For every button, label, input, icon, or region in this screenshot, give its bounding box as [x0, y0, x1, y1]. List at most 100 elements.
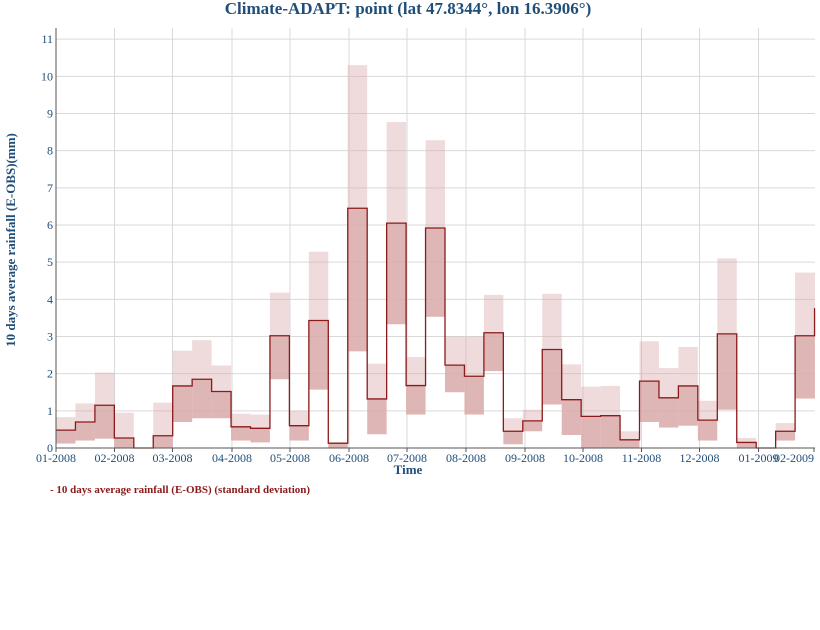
y-tick-label: 7 — [47, 181, 53, 195]
std-band-lower — [483, 332, 504, 372]
std-band-lower — [600, 415, 621, 448]
y-tick-label: 11 — [41, 32, 53, 46]
std-band-upper — [386, 122, 407, 224]
x-tick-label: 07-2008 — [387, 451, 427, 465]
std-band-lower — [367, 398, 387, 435]
std-band-upper — [717, 258, 737, 334]
std-band-lower — [347, 208, 368, 352]
legend-marker: - — [50, 484, 56, 496]
x-tick-label: 06-2008 — [329, 451, 369, 465]
x-tick-label: 02-2008 — [95, 451, 135, 465]
legend-label: 10 days average rainfall (E-OBS) (standa… — [56, 484, 310, 496]
y-tick-label: 1 — [47, 404, 53, 418]
std-band-lower — [464, 376, 484, 415]
std-band-lower — [736, 442, 757, 448]
std-band-lower — [561, 399, 582, 435]
y-tick-label: 8 — [47, 144, 53, 158]
std-band-upper — [211, 365, 232, 392]
y-axis-title: 10 days average rainfall (E-OBS)(mm) — [3, 133, 18, 347]
legend-entry[interactable]: - 10 days average rainfall (E-OBS) (stan… — [50, 484, 310, 496]
std-band-upper — [542, 293, 562, 350]
std-band-lower — [172, 385, 193, 422]
std-band-upper — [464, 336, 484, 377]
x-tick-label: 05-2008 — [270, 451, 310, 465]
std-band-lower — [328, 443, 348, 448]
std-band-upper — [445, 336, 465, 366]
std-band-upper — [269, 292, 290, 336]
std-band-lower — [542, 349, 562, 405]
y-tick-label: 2 — [47, 367, 53, 381]
std-band-upper — [697, 400, 718, 421]
std-band-upper — [94, 372, 115, 406]
std-band-upper — [289, 410, 309, 426]
x-tick-label: 02-2009 — [774, 451, 814, 465]
axes — [55, 28, 815, 449]
std-band-upper — [678, 346, 698, 386]
std-band-upper — [736, 437, 757, 443]
legend[interactable]: - 10 days average rainfall (E-OBS) (stan… — [50, 484, 310, 496]
x-tick-label: 10-2008 — [563, 451, 603, 465]
std-band-lower — [658, 397, 679, 428]
std-band-upper — [639, 341, 659, 382]
std-band-upper — [114, 412, 134, 438]
std-band-lower — [775, 431, 796, 441]
x-tick-label: 12-2008 — [680, 451, 720, 465]
std-band-lower — [386, 223, 407, 325]
std-band-upper — [561, 364, 582, 400]
x-tick-label: 04-2008 — [212, 451, 252, 465]
std-band-lower — [795, 335, 815, 399]
std-band-lower — [269, 335, 290, 380]
std-band-lower — [503, 431, 523, 445]
y-tick-label: 5 — [47, 255, 53, 269]
std-band-layer — [56, 65, 815, 448]
std-band-lower — [406, 385, 426, 415]
std-band-upper — [367, 363, 387, 399]
std-band-upper — [795, 272, 815, 336]
std-band-lower — [678, 385, 698, 426]
std-band-upper — [250, 414, 270, 429]
std-band-lower — [425, 227, 445, 317]
y-tick-labels: 0 1 2 3 4 5 6 7 8 9 10 11 — [41, 32, 53, 455]
std-band-upper — [483, 294, 504, 333]
x-tick-label: 03-2008 — [153, 451, 193, 465]
std-band-upper — [425, 140, 445, 228]
std-band-lower — [231, 426, 251, 441]
x-tick-labels: 01-2008 02-2008 03-2008 04-2008 05-2008 06-20… — [36, 451, 814, 465]
std-band-upper — [406, 356, 426, 386]
std-band-upper — [522, 409, 543, 421]
std-band-upper — [172, 350, 193, 386]
std-band-upper — [620, 431, 640, 440]
grid — [55, 28, 815, 452]
std-band-upper — [153, 402, 173, 436]
chart-title: Climate-ADAPT: point (lat 47.8344°, lon … — [225, 0, 591, 18]
y-tick-label: 4 — [47, 292, 53, 306]
std-band-lower — [114, 437, 134, 448]
std-band-upper — [231, 413, 251, 427]
y-tick-label: 3 — [47, 329, 53, 343]
std-band-upper — [56, 417, 76, 431]
std-band-lower — [717, 333, 737, 410]
std-band-lower — [639, 381, 659, 422]
std-band-lower — [192, 379, 212, 419]
std-band-lower — [211, 391, 232, 419]
x-tick-label: 09-2008 — [505, 451, 545, 465]
std-band-upper — [775, 423, 796, 432]
x-axis-title: Time — [394, 462, 423, 477]
x-tick-label: 08-2008 — [446, 451, 486, 465]
std-band-lower — [445, 365, 465, 393]
std-band-lower — [522, 420, 543, 432]
x-tick-label: 01-2009 — [739, 451, 779, 465]
std-band-lower — [94, 405, 115, 439]
series-line-layer — [56, 207, 816, 449]
std-band-lower — [289, 425, 309, 441]
x-tick-label: 11-2008 — [622, 451, 662, 465]
std-band-lower — [153, 435, 173, 448]
std-band-lower — [697, 420, 718, 441]
std-band-upper — [581, 386, 601, 417]
std-band-upper — [75, 403, 95, 422]
std-band-upper — [192, 340, 212, 380]
std-band-upper — [503, 418, 523, 432]
y-tick-label: 0 — [47, 441, 53, 455]
std-band-upper — [347, 65, 368, 209]
